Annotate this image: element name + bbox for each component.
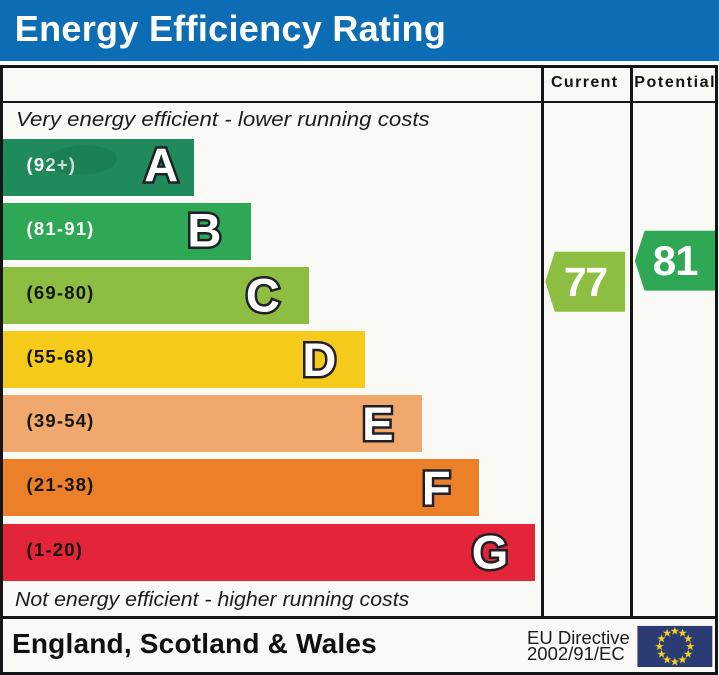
svg-text:F: F	[422, 461, 451, 514]
svg-text:81: 81	[653, 237, 698, 284]
svg-text:B: B	[187, 203, 221, 256]
svg-text:A: A	[144, 139, 178, 192]
svg-text:C: C	[246, 269, 280, 322]
svg-text:77: 77	[564, 259, 607, 305]
svg-text:D: D	[302, 333, 336, 386]
svg-text:G: G	[472, 525, 509, 578]
svg-text:E: E	[362, 397, 393, 450]
